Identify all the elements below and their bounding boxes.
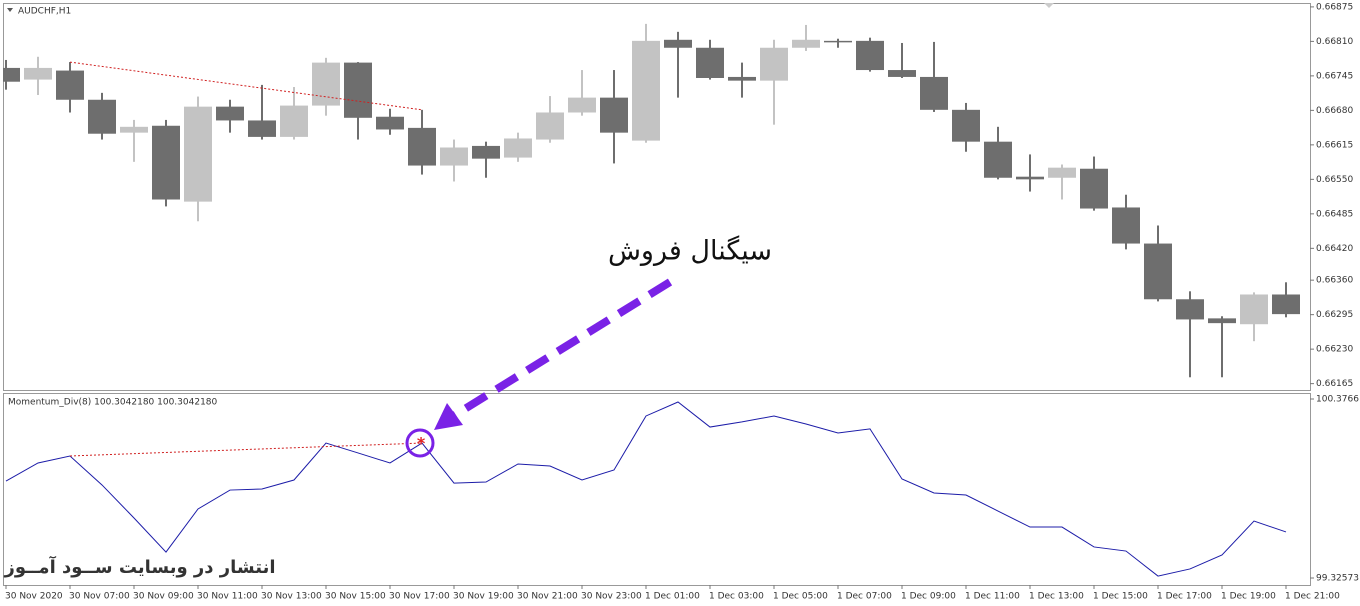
x-tick-label: 1 Dec 03:00 (709, 592, 764, 602)
signal-arrow (452, 278, 673, 419)
candle-body (1144, 243, 1172, 300)
x-tick-label: 1 Dec 11:00 (965, 592, 1020, 602)
y-tick-label: 0.66420 (1316, 244, 1353, 254)
y-tick-label: 0.66360 (1316, 276, 1353, 286)
x-tick-label: 1 Dec 17:00 (1157, 592, 1212, 602)
candle-body (984, 141, 1012, 178)
x-tick-label: 1 Dec 07:00 (837, 592, 892, 602)
candle-body (664, 39, 692, 48)
y-tick-label: 0.66295 (1316, 310, 1353, 320)
price-plot (3, 23, 1300, 378)
candle-body (1112, 207, 1140, 244)
shift-marker (1044, 3, 1054, 8)
x-tick-label: 30 Nov 11:00 (197, 592, 258, 602)
price-panel (3, 3, 1311, 391)
y-tick-label: 0.66485 (1316, 209, 1353, 219)
y-tick-label: 99.32573 (1316, 574, 1359, 584)
x-tick-label: 1 Dec 13:00 (1029, 592, 1084, 602)
y-tick-label: 0.66165 (1316, 379, 1353, 389)
divergence-line (69, 61, 423, 111)
candle-body (152, 125, 180, 200)
candle-body (1048, 167, 1076, 178)
candle-body (312, 62, 340, 106)
candle-body (888, 70, 916, 77)
x-tick-label: 30 Nov 2020 (5, 592, 63, 602)
y-tick-label: 0.66230 (1316, 345, 1353, 355)
candle-body (120, 126, 148, 133)
candle-body (504, 138, 532, 158)
candle-body (1176, 299, 1204, 320)
y-tick-label: 100.37661 (1316, 395, 1360, 405)
y-tick-label: 0.66875 (1316, 2, 1353, 12)
candle-body (1272, 294, 1300, 315)
x-tick-label: 1 Dec 21:00 (1285, 592, 1340, 602)
x-tick-label: 30 Nov 07:00 (69, 592, 130, 602)
candle-body (216, 106, 244, 121)
x-tick-label: 30 Nov 23:00 (581, 592, 642, 602)
divergence-line (69, 442, 423, 457)
y-tick-label: 0.66680 (1316, 106, 1353, 116)
candle-body (440, 147, 468, 166)
x-tick-label: 30 Nov 13:00 (261, 592, 322, 602)
y-tick-label: 0.66550 (1316, 175, 1353, 185)
candle-body (600, 97, 628, 133)
candle-body (696, 47, 724, 78)
candle-body (472, 145, 500, 159)
x-tick-label: 30 Nov 17:00 (389, 592, 450, 602)
candle-body (760, 47, 788, 81)
x-tick-label: 1 Dec 05:00 (773, 592, 828, 602)
candle-body (952, 109, 980, 142)
indicator-panel (3, 393, 1311, 586)
candle-body (56, 70, 84, 100)
candle-body (248, 120, 276, 137)
x-tick-label: 1 Dec 09:00 (901, 592, 956, 602)
candle-body (920, 76, 948, 110)
candle-body (408, 127, 436, 166)
candle-body (1080, 168, 1108, 209)
candle-body (184, 106, 212, 202)
indicator-plot (5, 401, 1287, 577)
y-tick-label: 0.66615 (1316, 140, 1353, 150)
x-tick-label: 30 Nov 15:00 (325, 592, 386, 602)
candle-body (1208, 318, 1236, 324)
candle-body (344, 62, 372, 118)
symbol-title: AUDCHF,H1 (18, 7, 71, 17)
candle-body (632, 40, 660, 141)
candle-body (24, 67, 52, 80)
menu-triangle (7, 8, 13, 12)
candle-body (376, 116, 404, 130)
x-tick-label: 30 Nov 09:00 (133, 592, 194, 602)
indicator-title: Momentum_Div(8) 100.3042180 100.3042180 (8, 398, 218, 408)
signal-label: سیگنال فروش (608, 235, 772, 267)
signal-circle (405, 428, 435, 458)
signal-star: * (417, 434, 426, 453)
x-tick-label: 1 Dec 01:00 (645, 592, 700, 602)
candle-body (824, 40, 852, 43)
candle-body (280, 105, 308, 137)
candle-body (728, 76, 756, 81)
arrow-head (434, 403, 463, 430)
candle-body (88, 99, 116, 134)
candle-body (536, 112, 564, 140)
candle-body (568, 97, 596, 113)
candle-body (792, 39, 820, 48)
y-tick-label: 0.66745 (1316, 71, 1353, 81)
x-tick-label: 1 Dec 15:00 (1093, 592, 1148, 602)
x-tick-label: 1 Dec 19:00 (1221, 592, 1276, 602)
watermark: انتشار در وبسایت ســود آمــوز (3, 555, 275, 578)
x-tick-label: 30 Nov 21:00 (517, 592, 578, 602)
candle-body (1240, 294, 1268, 325)
y-tick-label: 0.66810 (1316, 37, 1353, 47)
momentum-line (5, 401, 1287, 577)
candle-body (3, 67, 20, 82)
x-tick-label: 30 Nov 19:00 (453, 592, 514, 602)
candle-body (856, 40, 884, 71)
candle-body (1016, 176, 1044, 180)
